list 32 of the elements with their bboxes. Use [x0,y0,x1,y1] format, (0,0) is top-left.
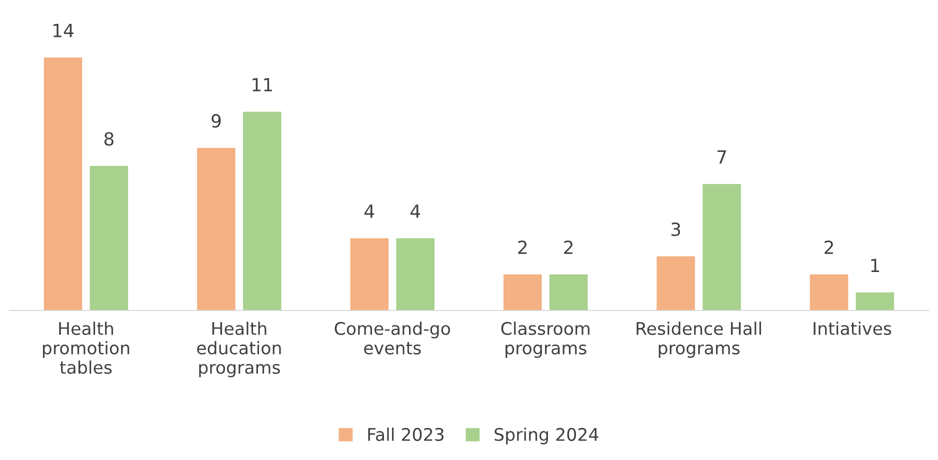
legend-label: Spring 2024 [494,428,598,444]
bar [656,256,695,310]
bar [503,274,542,310]
x-tick-label: Classroom programs [501,322,590,358]
data-label: 2 [824,240,833,254]
data-label: 4 [364,204,374,218]
x-tick-label: Health promotion tables [42,322,130,374]
bar [702,184,741,310]
bar [856,292,894,310]
data-label: 11 [252,78,272,92]
data-label: 2 [518,240,527,254]
legend-label: Fall 2023 [368,428,444,442]
x-tick-label: Intiatives [814,322,892,336]
data-label: 1 [871,258,880,272]
data-label: 8 [104,132,114,146]
bar [350,238,389,310]
data-label: 9 [212,114,221,128]
bar [549,274,588,310]
x-tick-label: Health education programs [197,322,281,378]
data-label: 3 [671,222,680,236]
data-label: 7 [718,150,726,164]
bar [810,274,848,310]
data-label: 2 [564,240,573,254]
data-label: 14 [54,24,74,38]
x-tick-label: Come-and-go events [334,322,450,354]
bar [90,166,128,310]
x-tick-label: Residence Hall programs [636,322,761,358]
bar [44,58,82,310]
bar [243,112,282,310]
bar [396,238,435,310]
data-label: 4 [410,204,420,218]
bar [197,148,236,310]
